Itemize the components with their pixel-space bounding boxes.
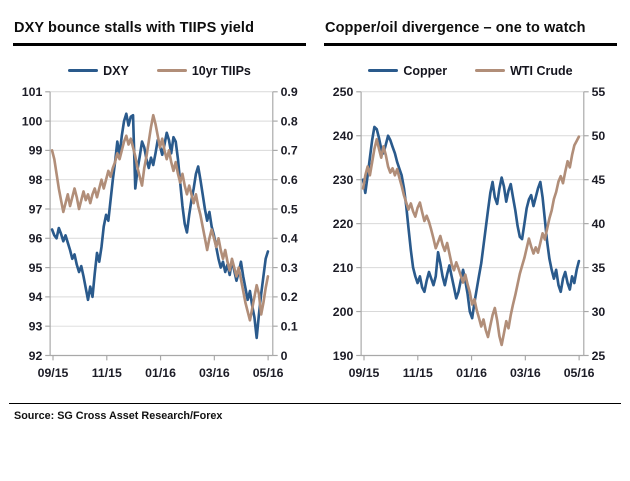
x-axis-label: 05/16 [564, 366, 595, 380]
copper-oil-chart: Copper/oil divergence – one to watch Cop… [324, 16, 617, 388]
footer-rule [9, 402, 621, 404]
copper-line [361, 125, 581, 320]
dxy-legend-swatch [68, 68, 99, 73]
left-axis-label: 200 [333, 305, 354, 319]
right-axis-label: 0.7 [281, 144, 298, 158]
right-axis-label: 0.2 [281, 290, 298, 304]
left-axis-label: 250 [333, 85, 354, 99]
right-axis-label: 0.4 [281, 232, 298, 246]
x-axis-label: 01/16 [145, 366, 176, 380]
left-axis-label: 98 [29, 173, 43, 187]
right-axis-label: 50 [592, 129, 606, 143]
left-axis-label: 99 [29, 144, 43, 158]
right-axis-label: 0 [281, 349, 288, 363]
right-axis-label: 25 [592, 349, 606, 363]
left-axis-label: 94 [29, 290, 43, 304]
left-axis-label: 220 [333, 217, 354, 231]
right-axis-label: 55 [592, 85, 606, 99]
left-axis-label: 95 [29, 261, 43, 275]
left-axis-label: 240 [333, 129, 354, 143]
left-axis-label: 100 [22, 114, 43, 128]
wti-legend-swatch [475, 68, 506, 73]
x-axis-label: 03/16 [199, 366, 230, 380]
right-axis-label: 0.6 [281, 173, 298, 187]
right-axis-label: 30 [592, 305, 606, 319]
right-axis-label: 0.1 [281, 319, 298, 333]
right-axis-label: 40 [592, 217, 606, 231]
x-axis-label: 03/16 [510, 366, 541, 380]
right-axis-label: 0.3 [281, 261, 298, 275]
copper-oil-plot: 250 240 230 220 210 200 190 55 50 45 40 35 30 25 09/15… [333, 85, 606, 380]
tiips-line [50, 113, 270, 322]
legend: DXY 10yr TIIPs [13, 63, 306, 78]
left-axis-label: 97 [29, 202, 43, 216]
x-axis-label: 09/15 [349, 366, 380, 380]
right-axis-label: 0.5 [281, 202, 298, 216]
copper-oil-chart-title: Copper/oil divergence – one to watch [324, 16, 617, 46]
x-axis-label: 11/15 [92, 366, 122, 380]
wti-line [361, 135, 581, 347]
left-axis-label: 92 [29, 349, 43, 363]
left-axis-label: 190 [333, 349, 354, 363]
right-axis-label: 45 [592, 173, 606, 187]
right-axis-label: 0.9 [281, 85, 298, 99]
dxy-tiips-plot: 101 100 99 98 97 96 95 94 93 92 0.9 0.8 0.7 0.6 0.5 0.4… [22, 85, 298, 380]
copper-legend-label: Copper [403, 63, 448, 78]
legend-item-copper: Copper [368, 64, 447, 78]
legend-item-wti: WTI Crude [475, 64, 573, 78]
left-axis-label: 93 [29, 319, 43, 333]
dxy-tiips-chart: DXY bounce stalls with TIIPS yield DXY 10… [13, 16, 306, 388]
right-axis-label: 35 [592, 261, 606, 275]
tiips-legend-swatch [156, 68, 187, 73]
charts-row: DXY bounce stalls with TIIPS yield DXY 10… [13, 16, 617, 388]
x-axis-label: 11/15 [403, 366, 433, 380]
dxy-chart-title: DXY bounce stalls with TIIPS yield [13, 16, 306, 46]
copper-legend-swatch [368, 68, 399, 73]
x-axis-label: 01/16 [456, 366, 487, 380]
right-axis-label: 0.8 [281, 114, 298, 128]
legend-item-dxy: DXY [68, 64, 129, 78]
left-axis-label: 96 [29, 232, 43, 246]
legend-item-tiips: 10yr TIIPs [156, 63, 251, 78]
tiips-legend-label: 10yr TIIPs [191, 63, 251, 78]
wti-legend-label: WTI Crude [510, 63, 573, 78]
left-axis-label: 210 [333, 261, 354, 275]
x-axis-label: 09/15 [38, 366, 69, 380]
legend: Copper WTI Crude [324, 63, 617, 78]
left-axis-label: 230 [333, 173, 354, 187]
source-note: Source: SG Cross Asset Research/Forex [14, 409, 223, 422]
dxy-legend-label: DXY [103, 63, 129, 78]
x-axis-label: 05/16 [253, 366, 284, 380]
left-axis-label: 101 [22, 85, 43, 99]
